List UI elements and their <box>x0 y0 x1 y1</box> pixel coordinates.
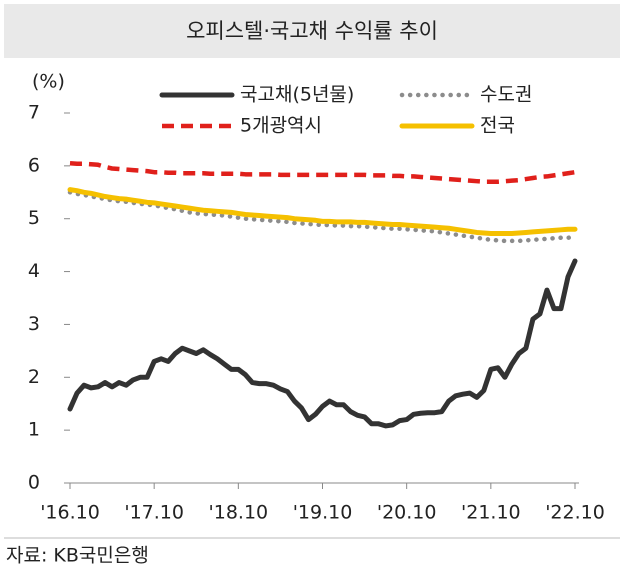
chart-title: 오피스텔·국고채 수익률 추이 <box>186 19 438 43</box>
line <box>67 187 578 237</box>
y-tick-label: 2 <box>28 366 40 388</box>
legend-label: 수도권 <box>480 84 532 106</box>
x-tick-label: '19.10 <box>293 502 353 524</box>
x-tick-label: '22.10 <box>545 502 605 524</box>
y-tick-label: 0 <box>28 472 40 494</box>
title-box <box>4 4 620 58</box>
line <box>69 160 576 184</box>
y-tick-label: 6 <box>28 154 40 176</box>
y-tick-label: 1 <box>28 419 40 441</box>
x-tick-label: '16.10 <box>40 502 100 524</box>
legend-label: 5개광역시 <box>240 115 322 137</box>
source: 자료: KB국민은행 <box>6 545 149 567</box>
y-unit-label: (%) <box>32 71 65 93</box>
legend-label: 전국 <box>480 115 515 137</box>
y-tick-label: 5 <box>28 207 40 229</box>
y-tick-label: 7 <box>28 102 40 124</box>
y-tick-label: 4 <box>28 260 40 282</box>
line <box>67 258 578 429</box>
x-tick-label: '20.10 <box>377 502 437 524</box>
x-tick-label: '18.10 <box>209 502 269 524</box>
y-tick-label: 3 <box>28 313 40 335</box>
x-tick-label: '21.10 <box>461 502 521 524</box>
legend-label: 국고채(5년물) <box>240 84 354 106</box>
x-tick-label: '17.10 <box>124 502 184 524</box>
